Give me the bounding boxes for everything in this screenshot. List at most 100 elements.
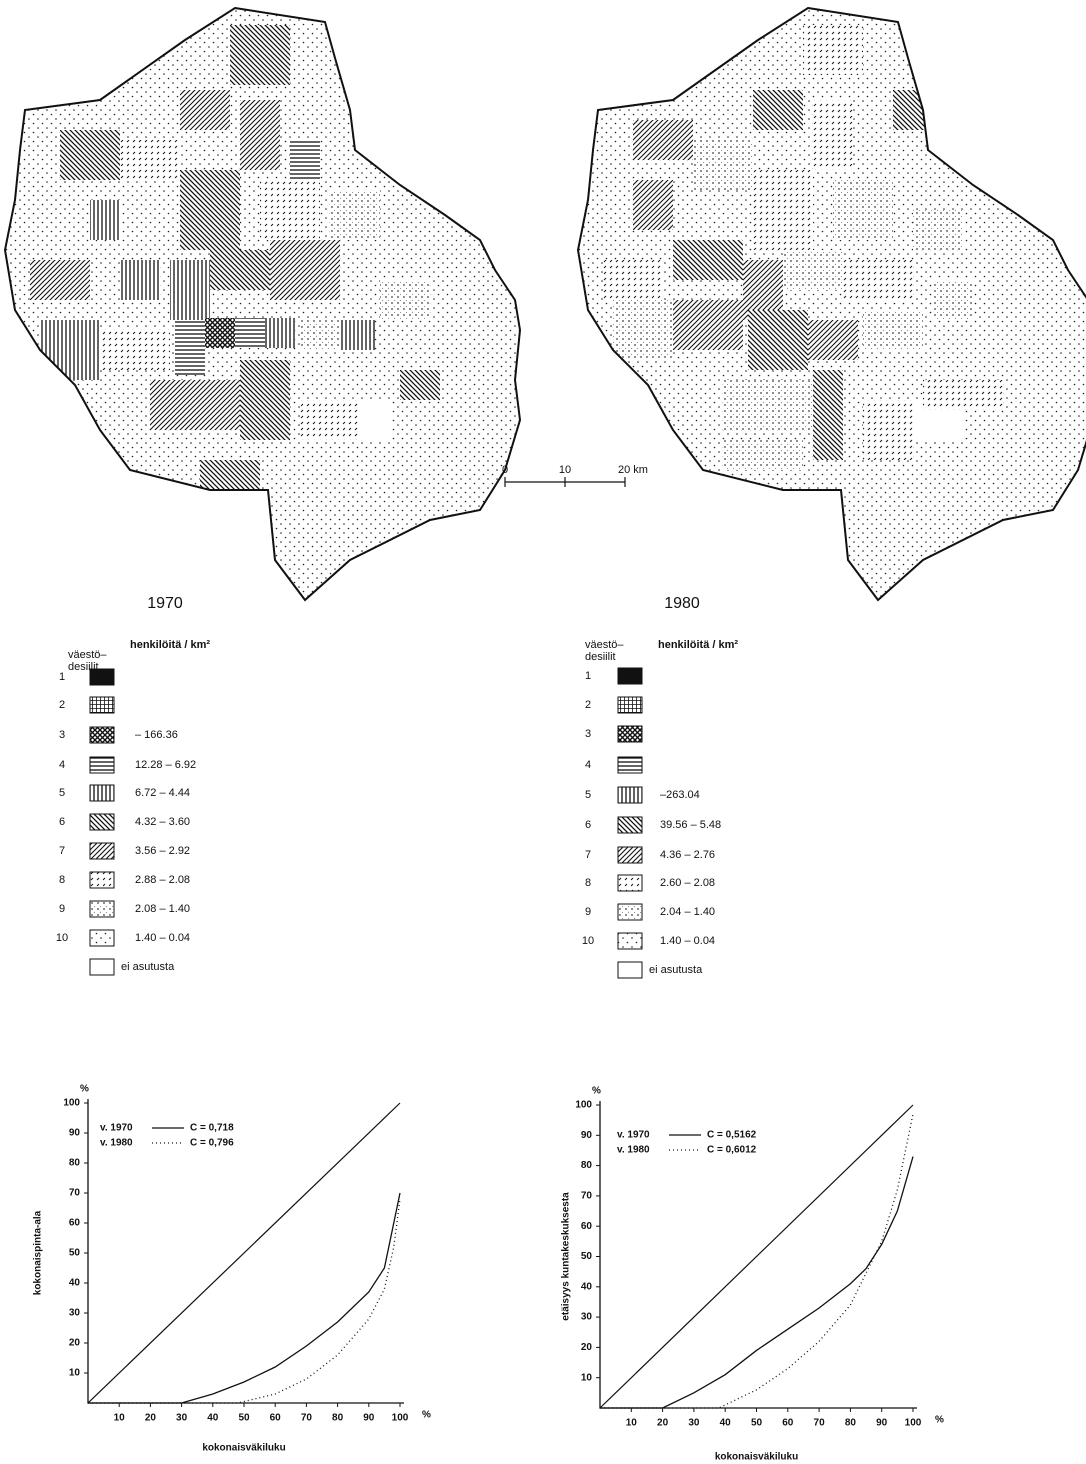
lorenz-curve — [88, 1199, 400, 1403]
map-cell — [913, 210, 963, 250]
map-cell — [260, 180, 320, 240]
y-tick-label: 20 — [69, 1338, 81, 1349]
legend-range: 6.72 – 4.44 — [135, 787, 190, 799]
legend-swatch — [90, 814, 114, 830]
x-tick-label: 80 — [845, 1418, 857, 1429]
legend-swatch — [90, 785, 114, 801]
x-tick-label: 60 — [270, 1413, 282, 1424]
map-cell — [863, 400, 913, 460]
y-tick-label: 50 — [69, 1248, 81, 1259]
legend-decile: 10 — [56, 932, 68, 944]
y-tick-label: 30 — [581, 1312, 593, 1323]
legend-coefficient: C = 0,6012 — [707, 1145, 757, 1156]
map-cell — [120, 260, 160, 300]
map-cell — [40, 320, 100, 380]
map-cell — [265, 318, 295, 348]
y-tick-label: 50 — [581, 1251, 593, 1262]
map-cell — [210, 250, 270, 290]
map-cell — [180, 90, 230, 130]
x-axis-label: kokonaisväkiluku — [715, 1452, 798, 1463]
y-tick-label: 100 — [575, 1100, 592, 1111]
lorenz-curve — [88, 1193, 400, 1403]
legend-decile: 3 — [585, 728, 591, 740]
scale-label: 10 — [559, 464, 571, 476]
x-tick-label: 100 — [905, 1418, 922, 1429]
legend-name: v. 1970 — [617, 1130, 650, 1141]
y-axis-label: etäisyys kuntakeskuksesta — [561, 1192, 572, 1321]
y-tick-label: 100 — [63, 1098, 80, 1109]
y-tick-label: 70 — [581, 1191, 593, 1202]
x-tick-label: 50 — [751, 1418, 763, 1429]
legend-name: v. 1980 — [100, 1138, 133, 1149]
map-cell — [180, 170, 240, 250]
x-unit: % — [935, 1415, 944, 1426]
legend-swatch — [618, 787, 642, 803]
legend-header: henkilöitä / km² — [130, 639, 210, 651]
legend-decile: 6 — [59, 816, 65, 828]
map-year: 1970 — [147, 595, 183, 612]
map-cell — [120, 140, 180, 180]
legend-range: 3.56 – 2.92 — [135, 845, 190, 857]
map-cell — [933, 280, 973, 320]
map-area — [0, 0, 530, 610]
legend-range: 2.08 – 1.40 — [135, 903, 190, 915]
x-unit: % — [422, 1410, 431, 1421]
map-year: 1980 — [664, 595, 700, 612]
map-cell — [783, 250, 843, 290]
map-cell — [893, 90, 933, 130]
map-cell — [175, 320, 205, 375]
y-tick-label: 70 — [69, 1188, 81, 1199]
legend-swatch — [618, 962, 642, 978]
map-1980 — [573, 0, 1086, 610]
legend-swatch — [90, 727, 114, 743]
legend-swatch — [90, 669, 114, 685]
legend-decile: 4 — [59, 759, 65, 771]
x-tick-label: 20 — [145, 1413, 157, 1424]
legend-header: väestö– — [68, 649, 107, 661]
x-tick-label: 100 — [392, 1413, 409, 1424]
map-1970 — [0, 0, 530, 610]
map-cell — [923, 380, 1003, 410]
y-tick-label: 30 — [69, 1308, 81, 1319]
map-cell — [753, 170, 813, 250]
legend-empty-label: ei asutusta — [121, 961, 175, 973]
x-tick-label: 70 — [814, 1418, 826, 1429]
equality-line — [88, 1103, 400, 1403]
map-cell — [633, 120, 693, 160]
y-tick-label: 90 — [69, 1128, 81, 1139]
legend-decile: 9 — [59, 903, 65, 915]
legend-decile: 5 — [585, 789, 591, 801]
legend-name: v. 1980 — [617, 1145, 650, 1156]
x-tick-label: 10 — [626, 1418, 638, 1429]
x-tick-label: 60 — [782, 1418, 794, 1429]
map-cell — [673, 240, 743, 280]
legend-decile: 9 — [585, 906, 591, 918]
map-cell — [290, 140, 320, 180]
y-unit: % — [80, 1084, 89, 1095]
y-tick-label: 60 — [581, 1221, 593, 1232]
map-cell — [843, 260, 913, 300]
y-tick-label: 80 — [581, 1160, 593, 1171]
legend-swatch — [90, 872, 114, 888]
map-cell — [813, 370, 843, 460]
legend-swatch — [90, 757, 114, 773]
map-cell — [300, 400, 360, 440]
map-cell — [380, 280, 430, 320]
map-cell — [813, 100, 853, 170]
legend-range: 39.56 – 5.48 — [660, 819, 721, 831]
map-cell — [100, 330, 170, 370]
x-tick-label: 30 — [688, 1418, 700, 1429]
legend-swatch — [618, 847, 642, 863]
legend-range: 1.40 – 0.04 — [660, 935, 715, 947]
y-tick-label: 40 — [581, 1281, 593, 1292]
scale-label: 20 km — [618, 464, 648, 476]
scale-bar: 0 10 20 km — [502, 464, 648, 487]
y-axis-label: kokonaispinta-ala — [33, 1210, 44, 1295]
legend-coefficient: C = 0,796 — [190, 1138, 234, 1149]
y-tick-label: 10 — [581, 1372, 593, 1383]
map-cell — [723, 440, 803, 470]
y-tick-label: 90 — [581, 1130, 593, 1141]
x-tick-label: 90 — [363, 1413, 375, 1424]
legend-range: 4.32 – 3.60 — [135, 816, 190, 828]
map-cell — [340, 320, 375, 350]
